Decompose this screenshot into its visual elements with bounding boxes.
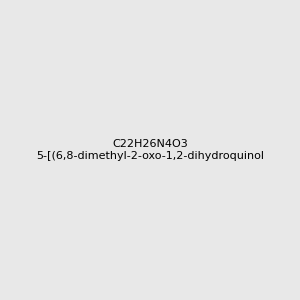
Text: C22H26N4O3
5-[(6,8-dimethyl-2-oxo-1,2-dihydroquinol: C22H26N4O3 5-[(6,8-dimethyl-2-oxo-1,2-di… [36,139,264,161]
